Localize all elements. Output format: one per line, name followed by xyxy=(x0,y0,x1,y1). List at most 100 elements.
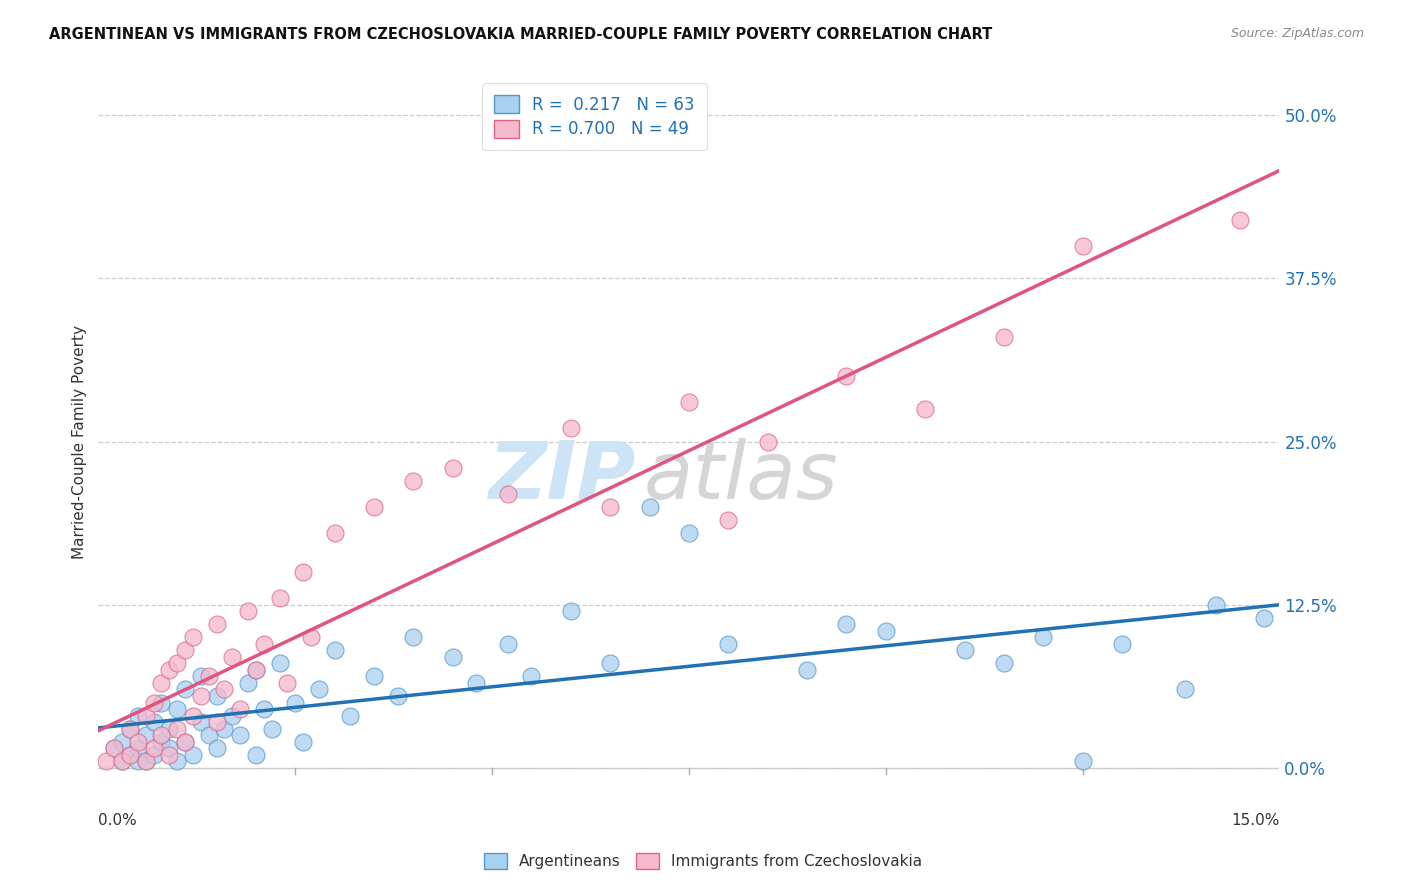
Point xyxy=(174,643,197,657)
Legend: R =  0.217   N = 63, R = 0.700   N = 49: R = 0.217 N = 63, R = 0.700 N = 49 xyxy=(482,84,707,150)
Point xyxy=(142,696,165,710)
Point xyxy=(135,754,157,768)
Point xyxy=(174,682,197,697)
Point xyxy=(1032,630,1054,644)
Point xyxy=(678,525,700,540)
Point xyxy=(135,728,157,742)
Point xyxy=(308,682,330,697)
Point xyxy=(1205,598,1227,612)
Point xyxy=(174,734,197,748)
Point xyxy=(387,689,409,703)
Legend: Argentineans, Immigrants from Czechoslovakia: Argentineans, Immigrants from Czechoslov… xyxy=(478,847,928,875)
Point xyxy=(599,657,621,671)
Point xyxy=(835,617,858,632)
Point xyxy=(717,513,740,527)
Point xyxy=(111,734,134,748)
Point xyxy=(214,682,236,697)
Point xyxy=(717,637,740,651)
Point xyxy=(221,649,243,664)
Point xyxy=(142,741,165,756)
Point xyxy=(363,500,385,514)
Point xyxy=(496,637,519,651)
Text: 0.0%: 0.0% xyxy=(98,814,138,829)
Point xyxy=(127,708,149,723)
Point xyxy=(166,754,188,768)
Point xyxy=(638,500,661,514)
Text: atlas: atlas xyxy=(644,438,839,516)
Point xyxy=(260,722,283,736)
Point xyxy=(441,649,464,664)
Point xyxy=(127,734,149,748)
Point xyxy=(135,708,157,723)
Point xyxy=(96,754,118,768)
Point xyxy=(118,722,141,736)
Point xyxy=(157,741,180,756)
Point xyxy=(166,722,188,736)
Point xyxy=(127,741,149,756)
Point xyxy=(323,643,346,657)
Point xyxy=(993,330,1015,344)
Point xyxy=(190,689,212,703)
Point xyxy=(363,669,385,683)
Point xyxy=(150,696,173,710)
Point xyxy=(118,747,141,762)
Point xyxy=(339,708,361,723)
Point xyxy=(245,663,267,677)
Point xyxy=(678,395,700,409)
Point xyxy=(292,734,315,748)
Point xyxy=(197,669,219,683)
Point xyxy=(127,754,149,768)
Point xyxy=(465,676,488,690)
Point xyxy=(914,401,936,416)
Point xyxy=(229,702,252,716)
Point xyxy=(190,715,212,730)
Point xyxy=(150,734,173,748)
Point xyxy=(205,689,228,703)
Point xyxy=(323,525,346,540)
Point xyxy=(1071,239,1094,253)
Point xyxy=(560,421,582,435)
Point xyxy=(1174,682,1197,697)
Text: Source: ZipAtlas.com: Source: ZipAtlas.com xyxy=(1230,27,1364,40)
Point xyxy=(835,369,858,384)
Point xyxy=(1111,637,1133,651)
Point xyxy=(1071,754,1094,768)
Point xyxy=(269,657,291,671)
Point xyxy=(599,500,621,514)
Point xyxy=(181,747,204,762)
Point xyxy=(181,708,204,723)
Point xyxy=(205,715,228,730)
Point xyxy=(441,460,464,475)
Point xyxy=(118,747,141,762)
Y-axis label: Married-Couple Family Poverty: Married-Couple Family Poverty xyxy=(72,325,87,558)
Point xyxy=(111,754,134,768)
Point xyxy=(993,657,1015,671)
Point xyxy=(253,702,276,716)
Point xyxy=(402,630,425,644)
Point xyxy=(174,734,197,748)
Point xyxy=(166,702,188,716)
Point xyxy=(236,676,259,690)
Point xyxy=(135,754,157,768)
Point xyxy=(103,741,125,756)
Point xyxy=(166,657,188,671)
Point xyxy=(875,624,897,638)
Point xyxy=(953,643,976,657)
Point xyxy=(181,630,204,644)
Point xyxy=(157,722,180,736)
Point xyxy=(214,722,236,736)
Point xyxy=(150,728,173,742)
Point xyxy=(1253,611,1275,625)
Point xyxy=(292,565,315,579)
Point xyxy=(284,696,307,710)
Point xyxy=(269,591,291,606)
Text: 15.0%: 15.0% xyxy=(1232,814,1279,829)
Point xyxy=(190,669,212,683)
Point xyxy=(276,676,298,690)
Point xyxy=(157,663,180,677)
Point xyxy=(205,617,228,632)
Point xyxy=(229,728,252,742)
Point xyxy=(245,747,267,762)
Point xyxy=(142,715,165,730)
Point xyxy=(520,669,543,683)
